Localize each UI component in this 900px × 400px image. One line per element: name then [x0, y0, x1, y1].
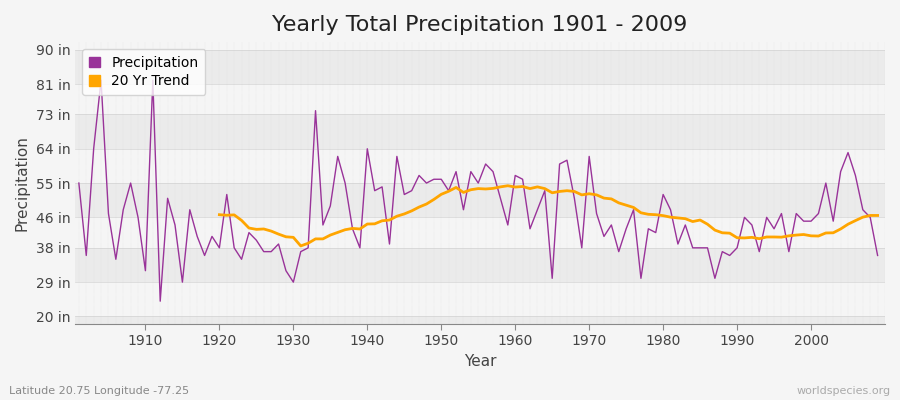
20 Yr Trend: [872, 213, 883, 218]
20 Yr Trend: [310, 236, 321, 241]
Precipitation: [525, 226, 535, 231]
20 Yr Trend: [776, 235, 787, 240]
20 Yr Trend: [791, 233, 802, 238]
Bar: [76, 183, 885, 217]
Title: Yearly Total Precipitation 1901 - 2009: Yearly Total Precipitation 1901 - 2009: [273, 15, 688, 35]
20 Yr Trend: [421, 202, 432, 206]
Bar: [76, 248, 885, 282]
Bar: [76, 50, 885, 84]
X-axis label: Year: Year: [464, 354, 496, 369]
Line: Precipitation: Precipitation: [79, 80, 878, 301]
Text: Latitude 20.75 Longitude -77.25: Latitude 20.75 Longitude -77.25: [9, 386, 189, 396]
Precipitation: [155, 299, 166, 304]
Precipitation: [614, 249, 625, 254]
20 Yr Trend: [214, 212, 225, 217]
Bar: [76, 84, 885, 114]
Precipitation: [74, 181, 85, 186]
Precipitation: [518, 177, 528, 182]
20 Yr Trend: [688, 219, 698, 224]
Bar: [76, 316, 885, 324]
Precipitation: [140, 268, 151, 273]
20 Yr Trend: [502, 183, 513, 188]
Line: 20 Yr Trend: 20 Yr Trend: [220, 186, 878, 246]
Bar: [76, 282, 885, 316]
Bar: [76, 217, 885, 248]
Precipitation: [310, 108, 321, 113]
Precipitation: [95, 78, 106, 83]
Bar: [76, 114, 885, 149]
20 Yr Trend: [295, 244, 306, 248]
Bar: [76, 42, 885, 50]
Y-axis label: Precipitation: Precipitation: [15, 135, 30, 231]
Text: worldspecies.org: worldspecies.org: [796, 386, 891, 396]
Legend: Precipitation, 20 Yr Trend: Precipitation, 20 Yr Trend: [82, 49, 205, 95]
Precipitation: [872, 253, 883, 258]
Precipitation: [355, 246, 365, 250]
20 Yr Trend: [858, 215, 868, 220]
Bar: [76, 149, 885, 183]
